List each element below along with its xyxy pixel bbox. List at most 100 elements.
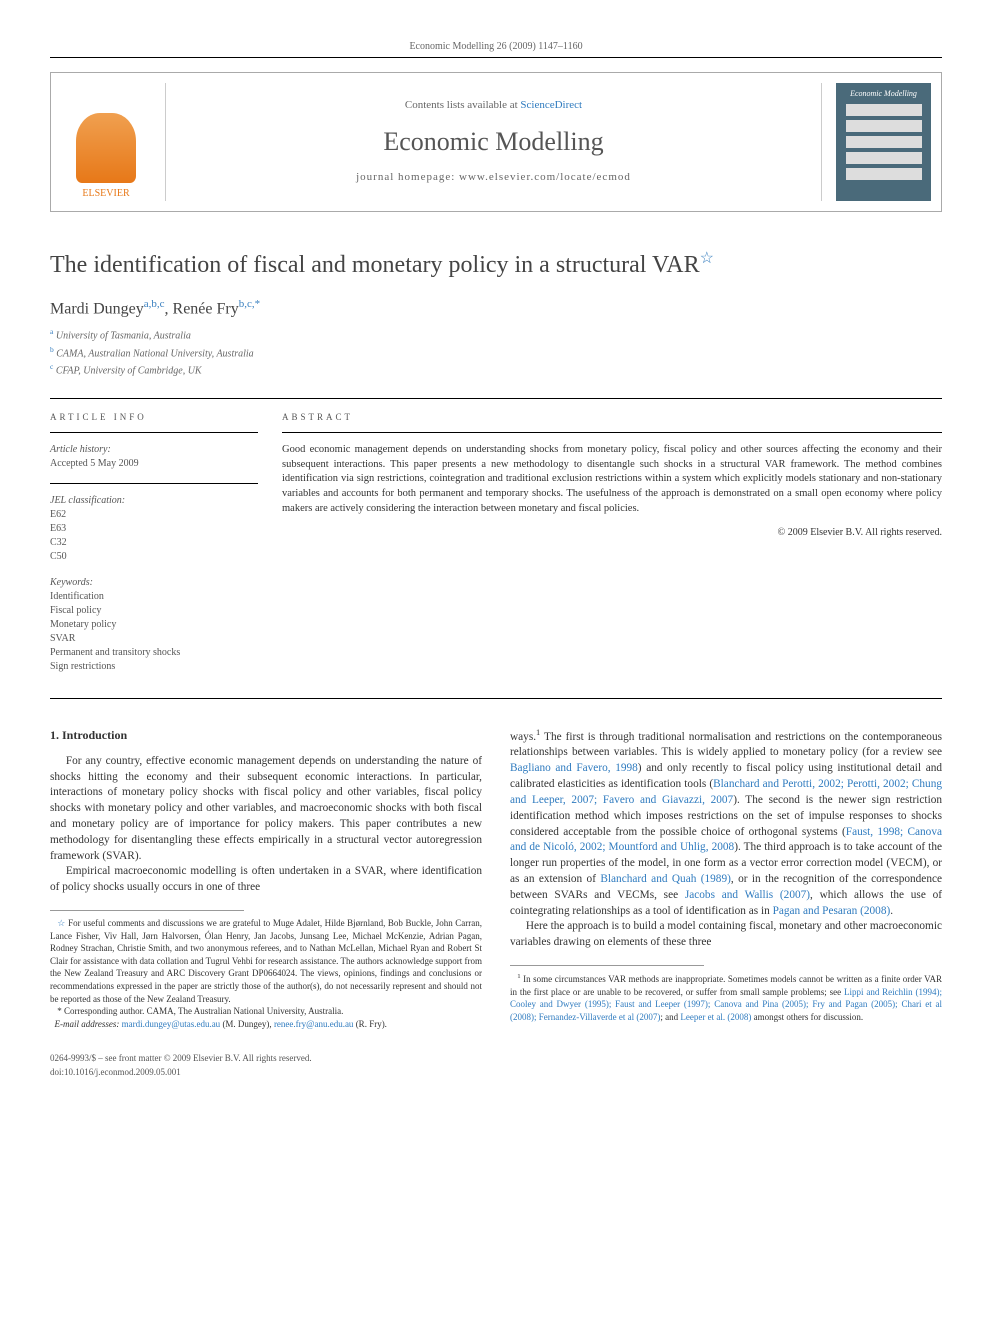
- section-heading-1: 1. Introduction: [50, 727, 482, 744]
- jel-code: C32: [50, 536, 258, 550]
- affiliations: a University of Tasmania, Australia b CA…: [50, 326, 942, 378]
- author-1: Mardi Dungey: [50, 300, 144, 317]
- star-icon: ☆: [57, 918, 65, 928]
- bottom-bar: 0264-9993/$ – see front matter © 2009 El…: [50, 1052, 942, 1078]
- homepage-prefix: journal homepage:: [356, 171, 459, 183]
- citation-link[interactable]: Leeper et al. (2008): [680, 1012, 751, 1022]
- body-para-3: ways.1 The first is through traditional …: [510, 727, 942, 920]
- history-accepted: Accepted 5 May 2009: [50, 457, 258, 471]
- keyword: Monetary policy: [50, 618, 258, 632]
- left-column-footnotes: ☆ For useful comments and discussions we…: [50, 910, 482, 1030]
- footnote-emails: E-mail addresses: mardi.dungey@utas.edu.…: [50, 1018, 482, 1031]
- contents-prefix: Contents lists available at: [405, 99, 520, 111]
- keyword: SVAR: [50, 632, 258, 646]
- affiliation-a: a University of Tasmania, Australia: [50, 326, 942, 343]
- keyword: Sign restrictions: [50, 660, 258, 674]
- info-rule: [50, 483, 258, 484]
- journal-homepage-line: journal homepage: www.elsevier.com/locat…: [356, 170, 631, 185]
- p3a: The first is through traditional normali…: [510, 731, 942, 759]
- thumb-decor: [846, 104, 922, 116]
- p3g: .: [890, 905, 893, 917]
- journal-cover-thumb: Economic Modelling: [836, 83, 931, 201]
- article-title: The identification of fiscal and monetar…: [50, 248, 942, 283]
- elsevier-tree-icon: [76, 113, 136, 183]
- running-head-text: Economic Modelling 26 (2009) 1147–1160: [409, 41, 582, 52]
- footnote-separator: [510, 965, 704, 966]
- masthead-center: Contents lists available at ScienceDirec…: [165, 83, 822, 201]
- article-meta-box: ARTICLE INFO Article history: Accepted 5…: [50, 398, 942, 699]
- masthead: ELSEVIER Contents lists available at Sci…: [50, 72, 942, 212]
- body-para-1: For any country, effective economic mana…: [50, 754, 482, 865]
- contents-available-line: Contents lists available at ScienceDirec…: [405, 98, 582, 113]
- author-line: Mardi Dungeya,b,c, Renée Fryb,c,*: [50, 297, 942, 321]
- abstract-column: ABSTRACT Good economic management depend…: [270, 399, 942, 698]
- email-label: E-mail addresses:: [55, 1019, 120, 1029]
- footnote-corr: * Corresponding author. CAMA, The Austra…: [50, 1005, 482, 1018]
- body-para-2: Empirical macroeconomic modelling is oft…: [50, 864, 482, 896]
- author-1-aff: a,b,c: [144, 298, 165, 310]
- jel-block: JEL classification: E62 E63 C32 C50: [50, 494, 258, 564]
- footnote-corr-text: Corresponding author. CAMA, The Australi…: [64, 1006, 343, 1016]
- thumb-decor: [846, 168, 922, 180]
- p3-pre: ways.: [510, 731, 536, 743]
- email-link-1[interactable]: mardi.dungey@utas.edu.au: [122, 1019, 221, 1029]
- abstract-rule: [282, 432, 942, 433]
- affiliation-b: b CAMA, Australian National University, …: [50, 344, 942, 361]
- affiliation-c-text: CFAP, University of Cambridge, UK: [56, 365, 202, 376]
- jel-code: E63: [50, 522, 258, 536]
- keyword: Permanent and transitory shocks: [50, 646, 258, 660]
- body-para-4: Here the approach is to build a model co…: [510, 919, 942, 951]
- affiliation-c: c CFAP, University of Cambridge, UK: [50, 361, 942, 378]
- publisher-label: ELSEVIER: [82, 187, 129, 201]
- fn1-mid: ; and: [660, 1012, 680, 1022]
- article-history-block: Article history: Accepted 5 May 2009: [50, 443, 258, 471]
- footnote-star: ☆ For useful comments and discussions we…: [50, 917, 482, 1005]
- right-column-footnotes: 1 In some circumstances VAR methods are …: [510, 965, 942, 1023]
- issn-line: 0264-9993/$ – see front matter © 2009 El…: [50, 1052, 942, 1065]
- email-link-2[interactable]: renee.fry@anu.edu.au: [274, 1019, 354, 1029]
- citation-link[interactable]: Bagliano and Favero, 1998: [510, 762, 638, 774]
- keyword: Identification: [50, 590, 258, 604]
- fn1-post: amongst others for discussion.: [751, 1012, 863, 1022]
- article-info-column: ARTICLE INFO Article history: Accepted 5…: [50, 399, 270, 698]
- email-1-who: (M. Dungey),: [222, 1019, 271, 1029]
- keywords-label: Keywords:: [50, 576, 258, 590]
- running-head-rule: [50, 57, 942, 58]
- article-title-text: The identification of fiscal and monetar…: [50, 252, 700, 278]
- info-rule: [50, 432, 258, 433]
- publisher-logo: ELSEVIER: [61, 83, 151, 201]
- author-2: Renée Fry: [173, 300, 239, 317]
- running-head: Economic Modelling 26 (2009) 1147–1160: [50, 40, 942, 58]
- abstract-copyright: © 2009 Elsevier B.V. All rights reserved…: [282, 526, 942, 540]
- abstract-text: Good economic management depends on unde…: [282, 443, 942, 516]
- abstract-label: ABSTRACT: [282, 411, 942, 424]
- thumb-decor: [846, 152, 922, 164]
- page-root: Economic Modelling 26 (2009) 1147–1160 E…: [0, 0, 992, 1119]
- keyword: Fiscal policy: [50, 604, 258, 618]
- history-label: Article history:: [50, 443, 258, 457]
- author-2-aff: b,c,: [239, 298, 255, 310]
- jel-code: C50: [50, 550, 258, 564]
- citation-link[interactable]: Pagan and Pesaran (2008): [773, 905, 891, 917]
- footnote-star-text: For useful comments and discussions we a…: [50, 918, 482, 1004]
- homepage-url[interactable]: www.elsevier.com/locate/ecmod: [459, 171, 631, 183]
- thumb-decor: [846, 136, 922, 148]
- affiliation-a-text: University of Tasmania, Australia: [56, 331, 191, 342]
- citation-link[interactable]: Jacobs and Wallis (2007): [685, 889, 810, 901]
- title-footnote-star-icon[interactable]: ☆: [700, 250, 714, 267]
- sciencedirect-link[interactable]: ScienceDirect: [520, 99, 582, 111]
- doi-line: doi:10.1016/j.econmod.2009.05.001: [50, 1066, 942, 1079]
- article-body: 1. Introduction For any country, effecti…: [50, 727, 942, 1030]
- keywords-block: Keywords: Identification Fiscal policy M…: [50, 576, 258, 674]
- footnotes-block-right: 1 In some circumstances VAR methods are …: [510, 972, 942, 1023]
- corresponding-star-icon[interactable]: *: [255, 298, 261, 310]
- email-2-who: (R. Fry).: [356, 1019, 387, 1029]
- article-info-label: ARTICLE INFO: [50, 411, 258, 424]
- footnote-1: 1 In some circumstances VAR methods are …: [510, 972, 942, 1023]
- jel-label: JEL classification:: [50, 494, 258, 508]
- journal-name: Economic Modelling: [383, 124, 603, 160]
- citation-link[interactable]: Blanchard and Quah (1989): [600, 873, 731, 885]
- thumb-decor: [846, 120, 922, 132]
- affiliation-b-text: CAMA, Australian National University, Au…: [56, 348, 253, 359]
- thumb-title: Economic Modelling: [850, 88, 917, 99]
